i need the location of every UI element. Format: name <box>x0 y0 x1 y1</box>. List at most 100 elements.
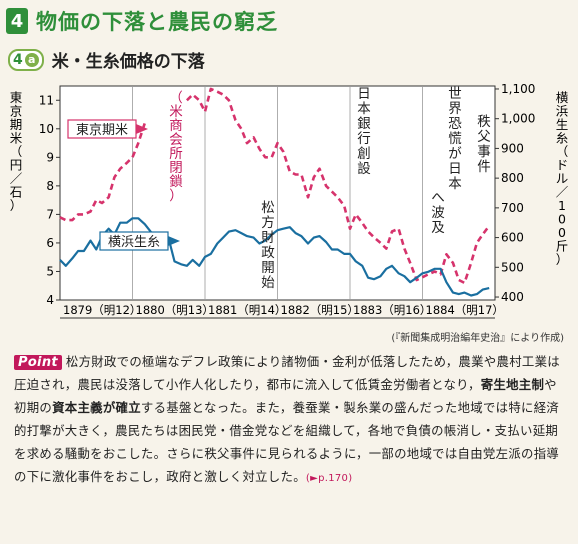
left-tick-label: 8 <box>46 179 54 193</box>
annotation-chichibu-char: 父 <box>477 129 491 145</box>
point-ref-link[interactable]: (►p.170) <box>305 473 353 484</box>
right-axis-title-char: ド <box>556 158 569 173</box>
annotation-depression-col1-char: 恐 <box>448 116 462 132</box>
right-axis-title-char: 浜 <box>556 104 569 119</box>
right-tick-label: 1,000 <box>501 112 535 126</box>
subsection-header: 4 a 米・生糸価格の下落 <box>8 47 205 72</box>
right-axis-title-char: 横 <box>556 90 569 105</box>
right-axis-title-char: ／ <box>556 185 569 200</box>
annotation-boj-founded-char: 銀 <box>357 116 371 132</box>
point-bold1: 寄生地主制 <box>480 377 545 392</box>
annotation-matsukata-start-char: 政 <box>261 245 275 261</box>
left-axis-title-char: 京 <box>10 104 23 119</box>
annotation-depression-col2-char: へ <box>431 190 445 206</box>
annotation-chichibu-char: 件 <box>477 159 491 175</box>
right-axis-title-char: 斤 <box>556 239 569 254</box>
annotation-rice-exchange-closure-char: （ <box>169 90 183 106</box>
left-axis-title-char: ） <box>10 198 23 213</box>
left-axis-ticks: 4 5 6 7 8 9 10 11 <box>39 93 60 307</box>
annotation-rice-exchange-closure-char: 会 <box>169 132 183 148</box>
annotation-rice-exchange-closure-char: 米 <box>169 104 183 120</box>
annotation-matsukata-start-char: 方 <box>261 215 275 231</box>
legend-label-rice: 東京期米 <box>76 122 128 138</box>
left-tick-label: 4 <box>46 293 54 307</box>
annotation-depression-col2-char: 波 <box>431 205 445 221</box>
series-line-0 <box>59 122 147 222</box>
right-tick-label: 500 <box>501 260 524 274</box>
annotation-depression-col1-char: 慌 <box>448 131 462 147</box>
left-tick-label: 7 <box>46 207 54 221</box>
right-axis-title-char: 生 <box>556 117 569 132</box>
point-bold2: 資本主義が確立 <box>52 400 141 415</box>
x-tick-label: 1884（明17） <box>426 303 504 317</box>
right-axis-title-char: 1 <box>558 198 566 213</box>
left-tick-label: 9 <box>46 150 54 164</box>
right-tick-label: 700 <box>501 201 524 215</box>
x-tick-label: 1883（明16） <box>353 303 431 317</box>
annotation-depression-col1-char: 本 <box>448 176 462 192</box>
left-axis-title: 東京期米（円／石） <box>10 90 23 213</box>
left-axis-title-char: （ <box>10 144 23 159</box>
annotation-depression-col1-char: 日 <box>448 161 462 177</box>
left-tick-label: 6 <box>46 236 54 250</box>
annotation-boj-founded-char: 日 <box>357 86 371 102</box>
x-tick-label: 1881（明14） <box>208 303 286 317</box>
left-tick-label: 11 <box>39 93 54 107</box>
section-number: 4 <box>6 8 28 34</box>
right-axis-title-char: 0 <box>558 212 566 227</box>
left-axis-title-char: 期 <box>10 117 23 132</box>
point-seg2: や初期の <box>14 377 557 415</box>
annotation-depression-col1-char: が <box>448 146 462 162</box>
left-axis-title-char: ／ <box>10 171 23 186</box>
annotation-rice-exchange-closure-char: 鎖 <box>169 174 183 190</box>
annotation-rice-exchange-closure-char: 商 <box>169 118 183 134</box>
right-tick-label: 1,100 <box>501 82 535 96</box>
annotation-matsukata-start-char: 財 <box>261 230 275 246</box>
x-tick-label: 1882（明15） <box>281 303 359 317</box>
x-tick-label: 1880（明13） <box>136 303 214 317</box>
left-tick-label: 10 <box>39 122 54 136</box>
legend-label-silk: 横浜生糸 <box>108 235 160 250</box>
right-tick-label: 900 <box>501 141 524 155</box>
annotation-depression-col1-char: 世 <box>448 86 462 102</box>
annotation-matsukata-start-char: 始 <box>261 275 275 291</box>
section-header: 4 物価の下落と農民の窮乏 <box>6 6 278 36</box>
annotation-chichibu-char: 事 <box>477 144 491 160</box>
annotation-matsukata-start-char: 松 <box>261 200 275 216</box>
annotation-matsukata-start-char: 開 <box>261 260 275 276</box>
subsection-badge-letter: a <box>24 52 39 67</box>
right-axis-title-char: （ <box>556 144 569 159</box>
legend-arrow-silk <box>168 236 180 246</box>
left-axis-title-char: 米 <box>10 131 23 146</box>
point-seg1: 松方財政での極端なデフレ政策により諸物価・金利が低落したため，農業や農村工業は圧… <box>14 354 560 392</box>
subsection-badge-number: 4 <box>13 51 23 68</box>
annotation-depression-col1-char: 界 <box>448 101 462 117</box>
right-axis-ticks: 400 500 600 700 800 900 1,000 1,100 <box>495 82 535 304</box>
annotation-chichibu: 秩父事件 <box>477 114 491 175</box>
x-tick-label: 1879（明12） <box>63 303 141 317</box>
annotation-boj-founded-char: 本 <box>357 101 371 117</box>
annotation-depression-col2: へ波及 <box>431 190 445 236</box>
annotation-depression-col2-char: 及 <box>431 220 445 236</box>
left-axis-title-char: 東 <box>10 90 23 105</box>
series-lines <box>59 87 491 297</box>
subsection-badge: 4 a <box>8 48 44 71</box>
annotation-rice-exchange-closure-char: 閉 <box>169 160 183 176</box>
section-title: 物価の下落と農民の窮乏 <box>36 10 278 34</box>
right-tick-label: 800 <box>501 171 524 185</box>
left-axis-title-char: 石 <box>10 185 23 200</box>
point-text: Point 松方財政での極端なデフレ政策により諸物価・金利が低落したため，農業や農… <box>14 350 566 490</box>
series-line-1 <box>59 217 490 297</box>
annotation-boj-founded-char: 創 <box>357 146 371 162</box>
legend-arrow-rice <box>136 124 148 134</box>
annotation-rice-exchange-closure-char: ） <box>169 188 183 204</box>
subsection-title: 米・生糸価格の下落 <box>51 52 205 72</box>
